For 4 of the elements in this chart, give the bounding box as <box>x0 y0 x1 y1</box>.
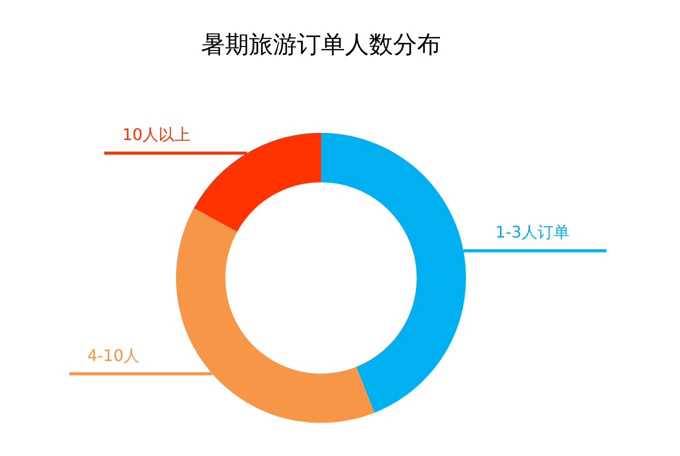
slice-label: 10人以上 <box>122 125 191 144</box>
chart-title: 暑期旅游订单人数分布 <box>201 30 441 59</box>
slice-label: 4-10人 <box>87 346 140 365</box>
slice-label: 1-3人订单 <box>495 222 570 242</box>
